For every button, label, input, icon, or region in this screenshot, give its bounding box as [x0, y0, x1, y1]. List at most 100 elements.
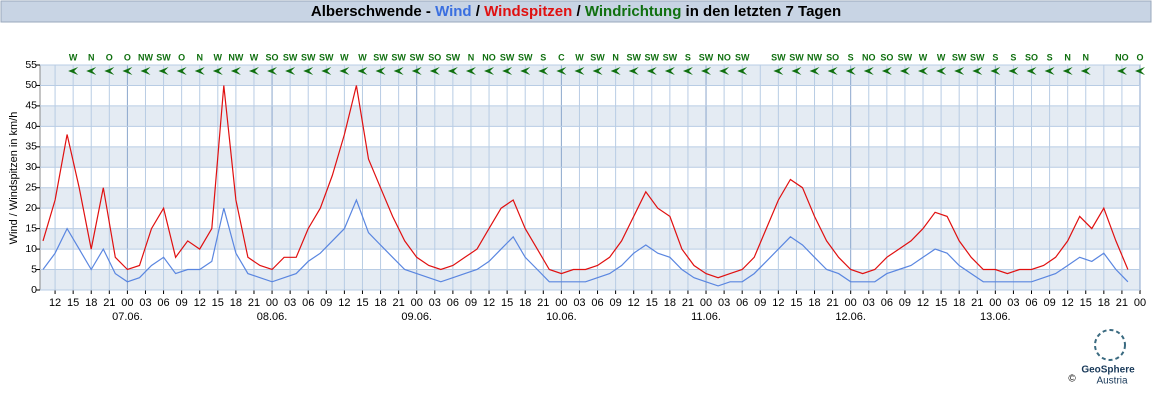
direction-label: SW	[518, 52, 533, 62]
direction-arrow	[86, 67, 97, 75]
direction-arrow	[393, 67, 404, 75]
direction-arrow	[484, 67, 495, 75]
x-tick-label: 18	[808, 297, 820, 309]
x-tick-label: 21	[1116, 297, 1128, 309]
y-tick-label: 35	[25, 141, 37, 153]
date-label: 11.06.	[691, 311, 721, 323]
x-tick-label: 12	[772, 297, 784, 309]
x-tick-label: 00	[1134, 297, 1146, 309]
direction-label: W	[214, 52, 223, 62]
direction-label: W	[575, 52, 584, 62]
direction-arrow	[574, 67, 585, 75]
direction-label: NW	[807, 52, 822, 62]
direction-label: O	[124, 52, 131, 62]
direction-arrow	[212, 67, 223, 75]
x-tick-label: 03	[1007, 297, 1019, 309]
direction-label: SW	[446, 52, 461, 62]
direction-arrow	[339, 67, 350, 75]
x-tick-label: 03	[573, 297, 585, 309]
direction-arrow	[628, 67, 639, 75]
direction-label: N	[1083, 52, 1090, 62]
direction-label: NO	[1115, 52, 1129, 62]
x-tick-label: 15	[790, 297, 802, 309]
direction-label: NO	[717, 52, 731, 62]
grid-band	[40, 65, 1140, 86]
logo-sub: Austria	[1096, 376, 1128, 387]
x-tick-label: 03	[429, 297, 441, 309]
grid-band	[40, 228, 1140, 250]
x-tick-label: 12	[628, 297, 640, 309]
direction-arrow	[809, 67, 820, 75]
direction-label: SW	[789, 52, 804, 62]
x-tick-label: 03	[718, 297, 730, 309]
direction-label: N	[468, 52, 475, 62]
date-label: 07.06.	[112, 311, 143, 323]
direction-arrow	[863, 67, 874, 75]
direction-label: O	[1136, 52, 1143, 62]
direction-arrow	[1135, 67, 1145, 75]
x-tick-label: 15	[501, 297, 513, 309]
direction-label: N	[196, 52, 203, 62]
plot: 12 15 18 21 00 03 06 09 12 15 18 21 00 03 06 09 12 15 18 21…	[25, 52, 1146, 323]
direction-label: SW	[952, 52, 967, 62]
x-tick-label: 15	[1080, 297, 1092, 309]
direction-arrow	[610, 67, 621, 75]
date-label: 08.06.	[257, 311, 288, 323]
direction-arrow	[990, 67, 1001, 75]
x-tick-label: 03	[139, 297, 151, 309]
direction-label: SO	[266, 52, 279, 62]
direction-arrow	[411, 67, 422, 75]
x-tick-label: 21	[971, 297, 983, 309]
direction-arrow	[285, 67, 296, 75]
x-tick-label: 15	[935, 297, 947, 309]
x-tick-label: 06	[302, 297, 314, 309]
series-line	[42, 198, 1129, 287]
direction-arrow	[646, 67, 657, 75]
direction-arrow	[357, 67, 368, 75]
direction-arrow	[375, 67, 386, 75]
direction-label: N	[88, 52, 95, 62]
grid-band	[40, 146, 1140, 168]
x-tick-label: 18	[953, 297, 965, 309]
x-tick-label: 15	[67, 297, 79, 309]
y-tick-label: 0	[31, 284, 37, 296]
direction-arrow	[520, 67, 531, 75]
series-line	[42, 85, 1129, 279]
x-tick-label: 21	[537, 297, 549, 309]
direction-arrow	[158, 67, 169, 75]
x-tick-label: 12	[194, 297, 206, 309]
direction-arrow	[538, 67, 549, 75]
direction-arrow	[502, 67, 513, 75]
direction-label: SW	[373, 52, 388, 62]
x-tick-label: 09	[754, 297, 766, 309]
direction-label: SW	[590, 52, 605, 62]
direction-arrow	[248, 67, 259, 75]
direction-arrow	[773, 67, 784, 75]
direction-arrow	[881, 67, 892, 75]
direction-label: SW	[301, 52, 316, 62]
direction-arrow	[267, 67, 278, 75]
direction-arrow	[936, 67, 947, 75]
x-tick-label: 18	[85, 297, 97, 309]
direction-label: S	[848, 52, 854, 62]
direction-label: N	[1064, 52, 1071, 62]
y-tick-label: 45	[25, 100, 37, 112]
x-tick-label: 00	[411, 297, 423, 309]
direction-label: O	[178, 52, 185, 62]
x-tick-label: 06	[157, 297, 169, 309]
direction-arrow	[1062, 67, 1073, 75]
direction-arrow	[230, 67, 241, 75]
x-tick-label: 03	[863, 297, 875, 309]
direction-arrow	[447, 67, 458, 75]
direction-arrow	[429, 67, 440, 75]
x-tick-label: 21	[826, 297, 838, 309]
title-part: /	[472, 3, 485, 20]
date-label: 10.06.	[546, 311, 577, 323]
x-tick-label: 00	[989, 297, 1001, 309]
title-part: /	[572, 3, 585, 20]
direction-arrow	[465, 67, 476, 75]
direction-label: NW	[138, 52, 153, 62]
direction-label: SO	[428, 52, 441, 62]
title-bar	[0, 0, 1152, 23]
title-part: Alberschwende -	[311, 3, 435, 20]
